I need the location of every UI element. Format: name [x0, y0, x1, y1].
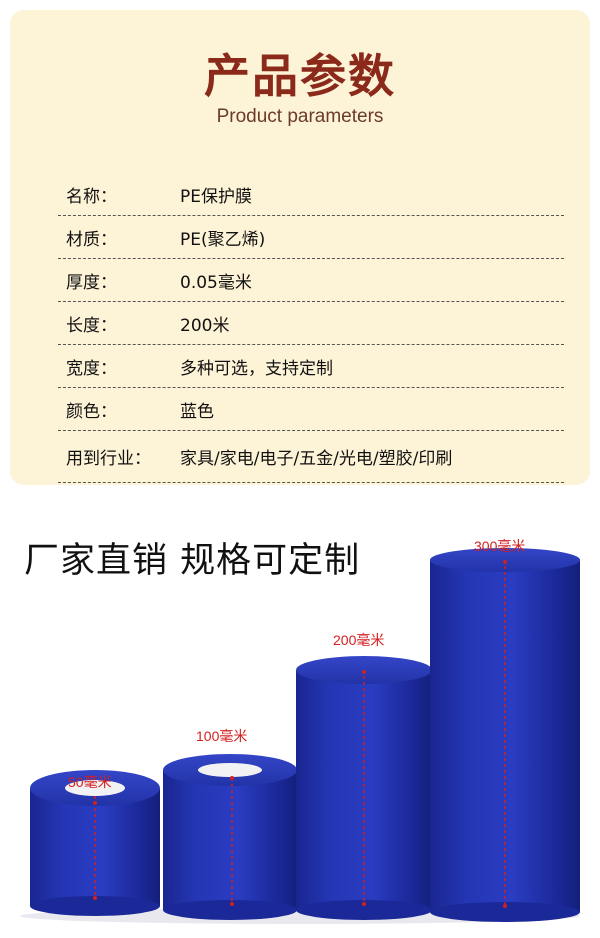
roll-50mm	[30, 770, 160, 916]
roll-200mm	[296, 656, 433, 920]
parameters-card: 产品参数 Product parameters 名称： PE保护膜 材质： PE…	[10, 10, 590, 485]
param-value: PE(聚乙烯)	[180, 229, 266, 250]
param-value: 蓝色	[180, 401, 214, 422]
roll-100mm	[163, 754, 298, 920]
param-row-width: 宽度： 多种可选，支持定制	[58, 345, 564, 388]
size-label-50mm: 50毫米	[68, 774, 112, 790]
param-row-industries: 用到行业： 家具/家电/电子/五金/光电/塑胶/印刷	[58, 431, 564, 483]
roll-300mm	[430, 548, 580, 922]
product-photo: 50毫米 100毫米 200毫米 300毫米	[0, 520, 600, 934]
param-value: 200米	[180, 315, 230, 336]
parameter-table: 名称： PE保护膜 材质： PE(聚乙烯) 厚度： 0.05毫米 长度： 200…	[58, 173, 564, 483]
promo-slogan: 厂家直销 规格可定制	[24, 541, 361, 581]
param-value: 多种可选，支持定制	[180, 358, 333, 379]
param-label: 长度：	[66, 315, 117, 336]
param-row-length: 长度： 200米	[58, 302, 564, 345]
section-subtitle: Product parameters	[216, 106, 384, 127]
param-label: 颜色：	[66, 401, 117, 422]
param-label: 宽度：	[66, 358, 117, 379]
param-label: 用到行业：	[66, 449, 151, 469]
param-value: 家具/家电/电子/五金/光电/塑胶/印刷	[180, 449, 453, 469]
param-row-material: 材质： PE(聚乙烯)	[58, 216, 564, 259]
param-value: PE保护膜	[180, 186, 252, 207]
section-title: 产品参数	[204, 49, 396, 103]
param-label: 厚度：	[66, 272, 117, 293]
param-label: 材质：	[66, 229, 117, 250]
size-label-300mm: 300毫米	[474, 538, 526, 554]
param-row-color: 颜色： 蓝色	[58, 388, 564, 431]
param-label: 名称：	[66, 186, 117, 207]
param-row-name: 名称： PE保护膜	[58, 173, 564, 216]
param-value: 0.05毫米	[180, 272, 252, 293]
size-label-200mm: 200毫米	[333, 632, 385, 648]
param-row-thickness: 厚度： 0.05毫米	[58, 259, 564, 302]
tape-rolls-illustration	[20, 548, 580, 924]
size-label-100mm: 100毫米	[196, 728, 248, 744]
